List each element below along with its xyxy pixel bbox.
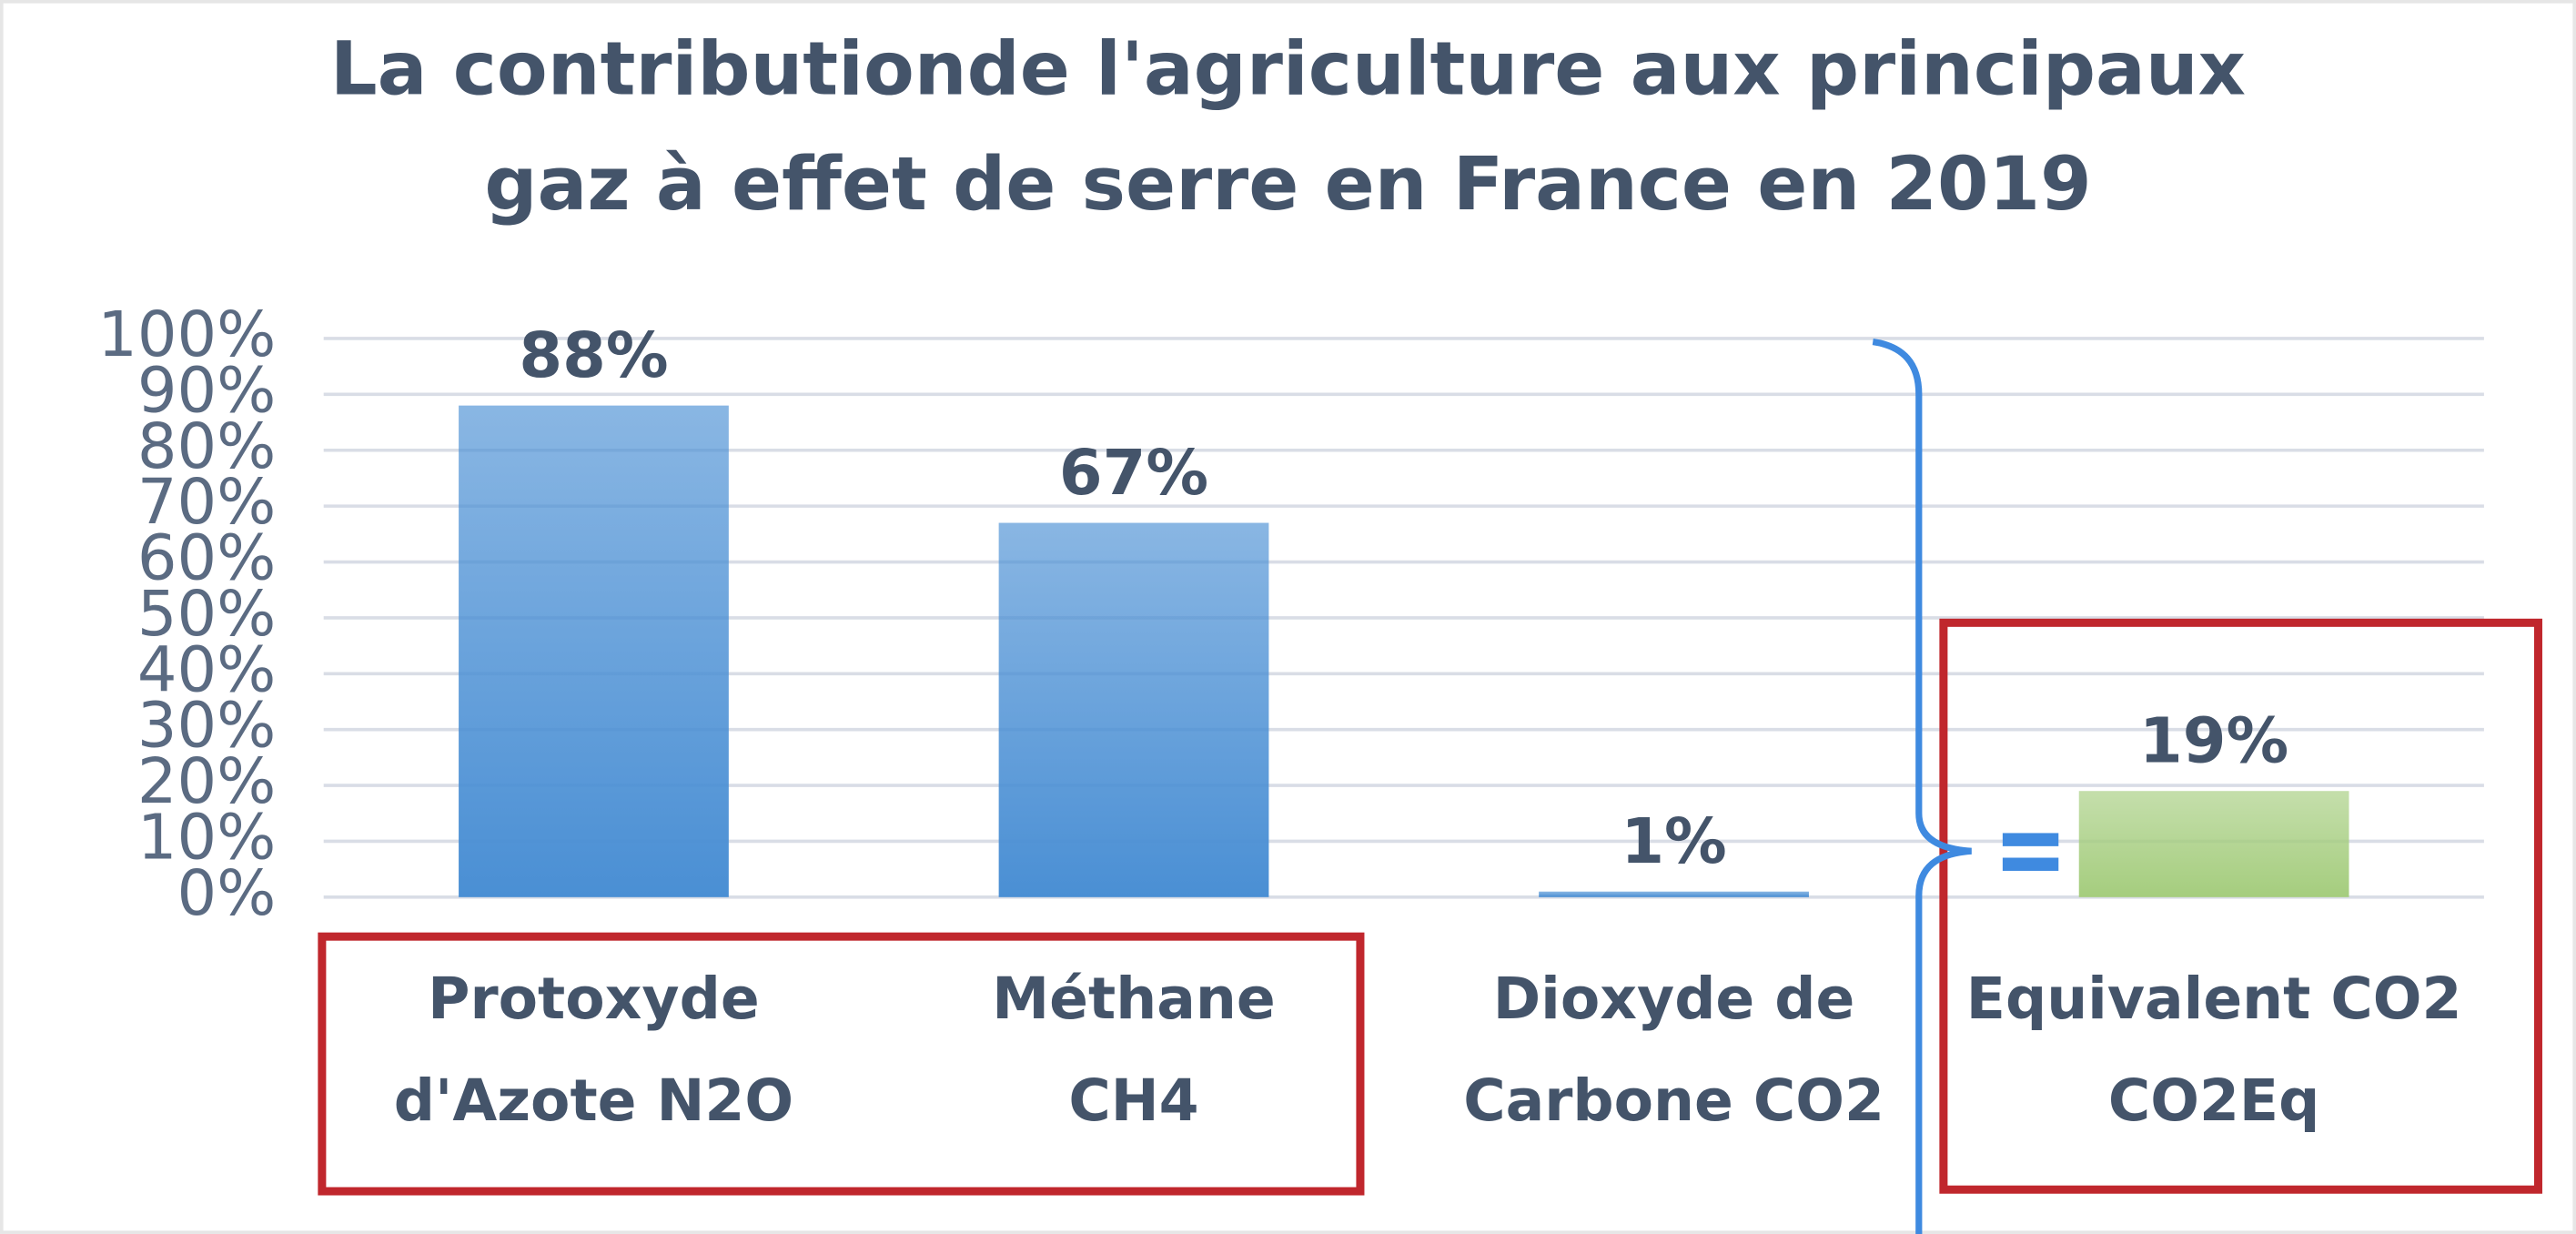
x-tick-label: d'Azote N2O bbox=[394, 1067, 793, 1134]
y-tick-label: 100% bbox=[97, 298, 276, 371]
y-tick-label: 60% bbox=[137, 522, 276, 595]
plot-area: 0%10%20%30%40%50%60%70%80%90%100% Protoxy… bbox=[97, 298, 2484, 1134]
equals-sign bbox=[2002, 833, 2059, 846]
chart-title: La contributionde l'agriculture aux prin… bbox=[330, 27, 2246, 113]
chart-title: gaz à effet de serre en France en 2019 bbox=[484, 142, 2091, 228]
bar bbox=[2078, 791, 2349, 897]
x-tick-label: Méthane bbox=[992, 965, 1275, 1032]
x-tick-label: Equivalent CO2 bbox=[1966, 965, 2462, 1032]
data-label: 1% bbox=[1621, 805, 1726, 878]
x-tick-label: Dioxyde de bbox=[1493, 965, 1855, 1032]
bar bbox=[998, 522, 1269, 897]
y-tick-label: 90% bbox=[137, 354, 276, 427]
bar bbox=[459, 405, 729, 897]
x-tick-label: CO2Eq bbox=[2108, 1067, 2319, 1134]
x-tick-label: CH4 bbox=[1068, 1067, 1198, 1134]
bar bbox=[1539, 891, 1809, 897]
x-tick-label: Protoxyde bbox=[428, 965, 760, 1032]
data-label: 88% bbox=[519, 319, 668, 392]
y-tick-label: 70% bbox=[137, 466, 276, 539]
highlight-box bbox=[1939, 618, 2542, 1194]
data-label: 67% bbox=[1059, 437, 1208, 510]
equals-sign bbox=[2002, 857, 2059, 871]
x-tick-label: Carbone CO2 bbox=[1463, 1067, 1884, 1134]
y-tick-label: 80% bbox=[137, 410, 276, 483]
brace bbox=[1872, 339, 1972, 1234]
highlight-box bbox=[318, 932, 1365, 1196]
data-label: 19% bbox=[2139, 705, 2288, 778]
y-tick-label: 40% bbox=[137, 633, 276, 706]
y-tick-label: 10% bbox=[137, 801, 276, 874]
y-tick-label: 0% bbox=[177, 857, 276, 930]
y-tick-label: 30% bbox=[137, 690, 276, 763]
y-tick-label: 50% bbox=[137, 578, 276, 651]
y-tick-label: 20% bbox=[137, 745, 276, 818]
